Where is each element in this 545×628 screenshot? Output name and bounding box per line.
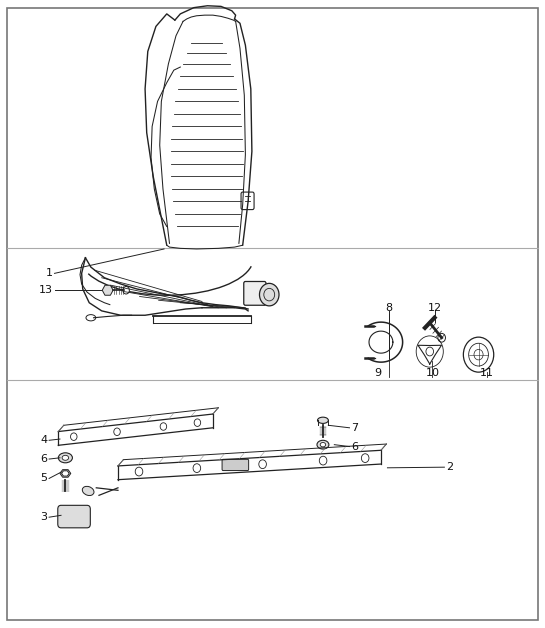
FancyBboxPatch shape (58, 506, 90, 528)
Text: 3: 3 (40, 512, 47, 522)
Text: 1: 1 (46, 268, 53, 278)
Ellipse shape (82, 486, 94, 495)
Ellipse shape (62, 455, 69, 460)
Circle shape (259, 283, 279, 306)
Text: 4: 4 (40, 435, 47, 445)
FancyBboxPatch shape (222, 459, 249, 470)
Text: 10: 10 (426, 369, 439, 379)
Text: 2: 2 (446, 462, 453, 472)
Text: 6: 6 (40, 454, 47, 464)
Circle shape (438, 333, 445, 342)
Text: 6: 6 (351, 441, 358, 452)
Text: 8: 8 (385, 303, 392, 313)
Ellipse shape (318, 417, 328, 423)
Text: 12: 12 (428, 303, 442, 313)
Ellipse shape (320, 443, 326, 447)
Polygon shape (62, 471, 69, 476)
Polygon shape (102, 285, 113, 295)
Text: 5: 5 (40, 474, 47, 484)
Text: 7: 7 (351, 423, 358, 433)
Ellipse shape (58, 453, 72, 463)
Polygon shape (60, 470, 71, 477)
Text: 9: 9 (374, 369, 382, 379)
Text: 13: 13 (39, 285, 53, 295)
FancyBboxPatch shape (244, 281, 266, 305)
Ellipse shape (317, 440, 329, 449)
Text: 11: 11 (480, 369, 494, 379)
Circle shape (123, 286, 129, 294)
